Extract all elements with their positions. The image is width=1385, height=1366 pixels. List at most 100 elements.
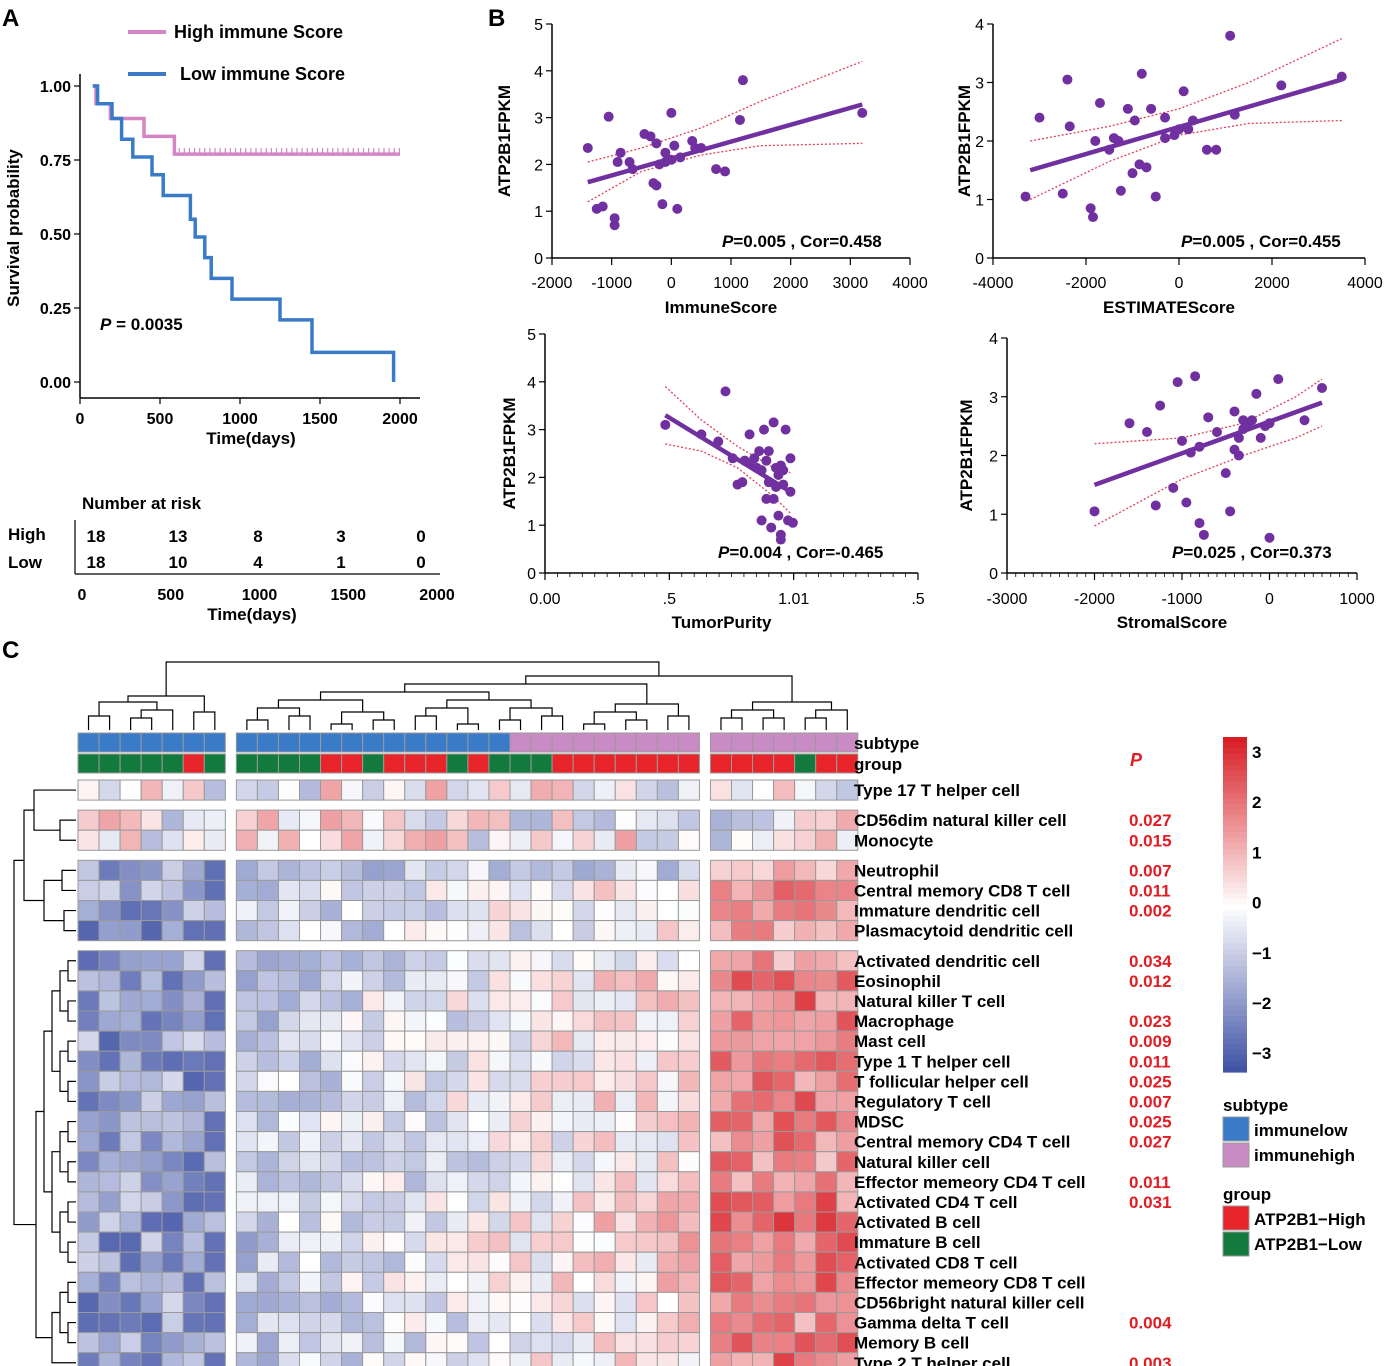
scatter-x-tick-label: 2000 [773, 275, 809, 292]
heatmap-cell [98, 1070, 121, 1092]
heatmap-cell [320, 1111, 343, 1133]
scatter-y-tick-label: 3 [975, 76, 984, 93]
p-italic: P [1172, 543, 1184, 562]
heatmap-cell [98, 970, 121, 992]
p-value: =0.025 , Cor=0.373 [1183, 543, 1331, 562]
heatmap-cell [530, 809, 553, 831]
heatmap-cell [794, 900, 817, 922]
heatmap-cell [77, 1251, 100, 1273]
heatmap-row-label: Eosinophil [854, 972, 941, 991]
heatmap-cell [404, 1070, 427, 1092]
heatmap-cell [277, 1090, 301, 1113]
heatmap-cell [635, 1050, 658, 1072]
heatmap-cell [677, 859, 700, 881]
heatmap-cell [773, 1271, 796, 1293]
scatter-point [1194, 518, 1205, 529]
heatmap-cell [119, 1271, 142, 1293]
heatmap-cell [815, 879, 838, 902]
heatmap-cell [752, 809, 775, 831]
colorbar-step [1223, 742, 1247, 749]
heatmap-cell [320, 1131, 343, 1153]
heatmap-cell [425, 1271, 448, 1293]
heatmap-cell [299, 990, 322, 1012]
scatter-point [672, 203, 683, 214]
heatmap-cell [161, 950, 184, 972]
heatmap-cell [794, 1271, 817, 1293]
legend-subtype-title: subtype [1223, 1096, 1288, 1115]
heatmap-cell [404, 1191, 427, 1213]
scatter-point [645, 131, 656, 142]
heatmap-cell [320, 879, 343, 902]
scatter-annotation: P=0.005 , Cor=0.458 [722, 232, 882, 251]
heatmap-cell [383, 1251, 406, 1273]
heatmap-cell [98, 990, 121, 1012]
heatmap-cell [572, 900, 595, 922]
heatmap-cell [98, 859, 121, 881]
risk-x-tick-label: 1000 [242, 587, 278, 604]
heatmap-cell [488, 900, 511, 922]
subtype-cell [530, 732, 553, 753]
heatmap-cell [794, 859, 817, 881]
scatter-point [1181, 497, 1192, 508]
heatmap-cell [119, 1090, 142, 1113]
heatmap-cell [383, 1111, 406, 1133]
scatter-x-tick-label: 2000 [1254, 275, 1290, 292]
dendro-link [59, 970, 68, 1012]
heatmap-cell [614, 1352, 637, 1366]
heatmap-cell [320, 1030, 343, 1052]
heatmap-cell [256, 1070, 279, 1092]
colorbar-step [1223, 999, 1247, 1006]
column-dendrogram [87, 661, 848, 730]
scatter-x-tick-label: 1.01 [778, 591, 809, 608]
heatmap-cell [677, 1070, 700, 1092]
heatmap-cell [98, 1231, 121, 1253]
heatmap-cell [383, 1050, 406, 1072]
heatmap-cell [425, 1251, 448, 1273]
heatmap-cell [794, 779, 817, 801]
heatmap-cell [635, 779, 658, 801]
scatter-point [1146, 103, 1157, 114]
heatmap-cell [773, 1151, 796, 1173]
scatter-point [1142, 427, 1152, 437]
heatmap-cell [530, 920, 553, 942]
heatmap-cell [635, 1010, 658, 1032]
heatmap-cell [446, 809, 469, 831]
heatmap-cell [182, 1312, 205, 1334]
scatter-point [1177, 435, 1187, 446]
colorbar-step [1223, 820, 1247, 827]
heatmap-cell [836, 1352, 859, 1366]
heatmap-cell [299, 1151, 322, 1173]
dendro-link [762, 717, 785, 730]
heatmap-cell [794, 809, 817, 831]
heatmap-cell [140, 1352, 163, 1366]
heatmap-cell [235, 1191, 258, 1213]
heatmap-cell [182, 879, 205, 902]
heatmap-cell [425, 1010, 448, 1032]
heatmap-cell [794, 1111, 817, 1133]
scatter-point [1178, 86, 1189, 97]
heatmap-p-value: 0.011 [1129, 1052, 1171, 1071]
heatmap-cell [709, 1131, 733, 1153]
heatmap-cell [140, 1291, 163, 1314]
scatter-y-tick-label: 1 [989, 507, 998, 524]
heatmap-cell [404, 1090, 427, 1113]
heatmap-cell [593, 859, 616, 881]
heatmap-cell [656, 1111, 679, 1133]
heatmap-cell [119, 1352, 142, 1366]
dendro-link [583, 723, 606, 730]
heatmap-cell [383, 1191, 406, 1213]
heatmap-cell [77, 990, 100, 1012]
heatmap-p-value: 0.007 [1129, 1092, 1172, 1111]
heatmap-cell [140, 990, 163, 1012]
heatmap-cell [635, 829, 658, 851]
heatmap-cell [256, 1010, 279, 1032]
scatter-point [1062, 74, 1073, 85]
heatmap-cell [572, 1090, 595, 1113]
heatmap-cell [815, 970, 838, 992]
heatmap-cell [446, 990, 469, 1012]
subtype-cell [614, 732, 637, 753]
heatmap-cell [77, 1070, 100, 1092]
heatmap-cell [425, 990, 448, 1012]
heatmap-cell [77, 1231, 100, 1253]
group-cell [635, 753, 658, 774]
